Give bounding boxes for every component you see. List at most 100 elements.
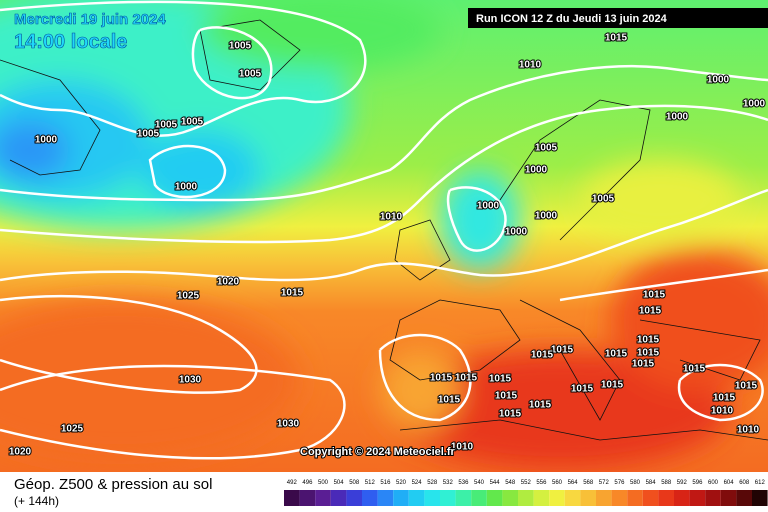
scale-label: 520	[396, 480, 407, 486]
isobar	[0, 295, 258, 394]
pressure-label: 1015	[499, 409, 522, 420]
scale-label: 592	[677, 480, 688, 486]
pressure-label: 1005	[229, 41, 252, 52]
scale-swatch	[362, 490, 378, 506]
scale-label: 612	[755, 480, 766, 486]
pressure-label: 1025	[177, 291, 200, 302]
scale-swatch	[486, 490, 503, 506]
scale-swatch	[330, 490, 347, 506]
isobar	[378, 333, 472, 422]
pressure-label: 1015	[489, 374, 512, 385]
coastline	[394, 219, 451, 281]
scale-label: 560	[552, 480, 563, 486]
scale-label: 504	[334, 480, 345, 486]
pressure-label: 1005	[592, 194, 615, 205]
pressure-label: 1005	[155, 120, 178, 131]
scale-swatch	[720, 490, 737, 506]
isobar	[0, 104, 768, 244]
color-scale: 492 496 500 504 508 512 516 520 524 528 532 536 540 5…	[284, 480, 768, 506]
pressure-label: 1015	[735, 381, 758, 392]
pressure-label: 1015	[632, 359, 655, 370]
scale-label: 568	[583, 480, 594, 486]
pressure-label: 1020	[217, 277, 240, 288]
scale-swatch	[346, 490, 362, 506]
scale-label: 564	[568, 480, 579, 486]
coastline	[399, 419, 768, 441]
isobars	[0, 0, 768, 460]
scale-swatch	[705, 490, 721, 506]
pressure-label: 1000	[707, 75, 730, 86]
scale-label: 508	[349, 480, 360, 486]
scale-label: 536	[458, 480, 469, 486]
scale-swatch	[689, 490, 706, 506]
coastlines	[0, 19, 768, 441]
forecast-date: Mercredi 19 juin 2024	[14, 11, 166, 28]
lead-time: (+ 144h)	[14, 494, 59, 508]
coastline	[639, 319, 761, 381]
pressure-label: 1010	[519, 60, 542, 71]
isobar	[446, 186, 507, 252]
coastline	[499, 99, 651, 241]
pressure-label: 1015	[639, 306, 662, 317]
scale-swatch	[455, 490, 472, 506]
pressure-label: 1010	[451, 442, 474, 453]
pressure-label: 1000	[175, 182, 198, 193]
scale-label: 604	[724, 480, 735, 486]
scale-swatch	[471, 490, 487, 506]
coastline	[0, 59, 101, 176]
scale-swatch	[533, 490, 550, 506]
pressure-label: 1015	[713, 393, 736, 404]
pressure-label: 1010	[380, 212, 403, 223]
isobar	[0, 188, 768, 282]
caption: Géop. Z500 & pression au sol	[14, 476, 212, 493]
scale-swatch	[596, 490, 612, 506]
coastline	[199, 19, 301, 91]
scale-swatch	[440, 490, 456, 506]
run-box	[468, 8, 768, 28]
pressure-label: 1015	[438, 395, 461, 406]
pressure-label: 1015	[605, 33, 628, 44]
pressure-label: 1015	[601, 380, 624, 391]
pressure-label: 1010	[711, 406, 734, 417]
isobar	[0, 65, 768, 202]
pressure-label: 1000	[535, 211, 558, 222]
pressure-label: 1015	[683, 364, 706, 375]
pressure-label: 1015	[643, 290, 666, 301]
scale-swatch	[424, 490, 440, 506]
scale-swatch	[564, 490, 581, 506]
scale-swatch	[580, 490, 596, 506]
pressure-label: 1030	[179, 375, 202, 386]
isobar	[148, 144, 227, 199]
coastline	[389, 299, 521, 381]
pressure-label: 1015	[495, 391, 518, 402]
scale-swatch	[549, 490, 565, 506]
pressure-label: 1005	[137, 129, 160, 140]
pressure-label: 1000	[35, 135, 58, 146]
pressure-label: 1000	[743, 99, 766, 110]
scale-swatch	[518, 490, 534, 506]
scale-swatch	[284, 490, 300, 506]
field	[0, 0, 768, 472]
scale-label: 544	[490, 480, 501, 486]
scale-swatch	[627, 490, 643, 506]
scale-label: 496	[302, 480, 313, 486]
scale-swatch	[502, 490, 518, 506]
scale-label: 528	[427, 480, 438, 486]
scale-label: 572	[599, 480, 610, 486]
pressure-label: 1015	[281, 288, 304, 299]
scale-swatch	[642, 490, 659, 506]
pressure-label: 1000	[666, 112, 689, 123]
pressure-label: 1000	[477, 201, 500, 212]
pressure-label: 1015	[455, 373, 478, 384]
pressure-label: 1000	[505, 227, 528, 238]
pressure-label: 1020	[9, 447, 32, 458]
scale-label: 588	[661, 480, 672, 486]
pressure-label: 1030	[277, 419, 300, 430]
pressure-label: 1015	[637, 348, 660, 359]
pressure-label: 1015	[430, 373, 453, 384]
scale-label: 532	[443, 480, 454, 486]
coastline	[519, 299, 621, 421]
scale-swatch	[658, 490, 674, 506]
